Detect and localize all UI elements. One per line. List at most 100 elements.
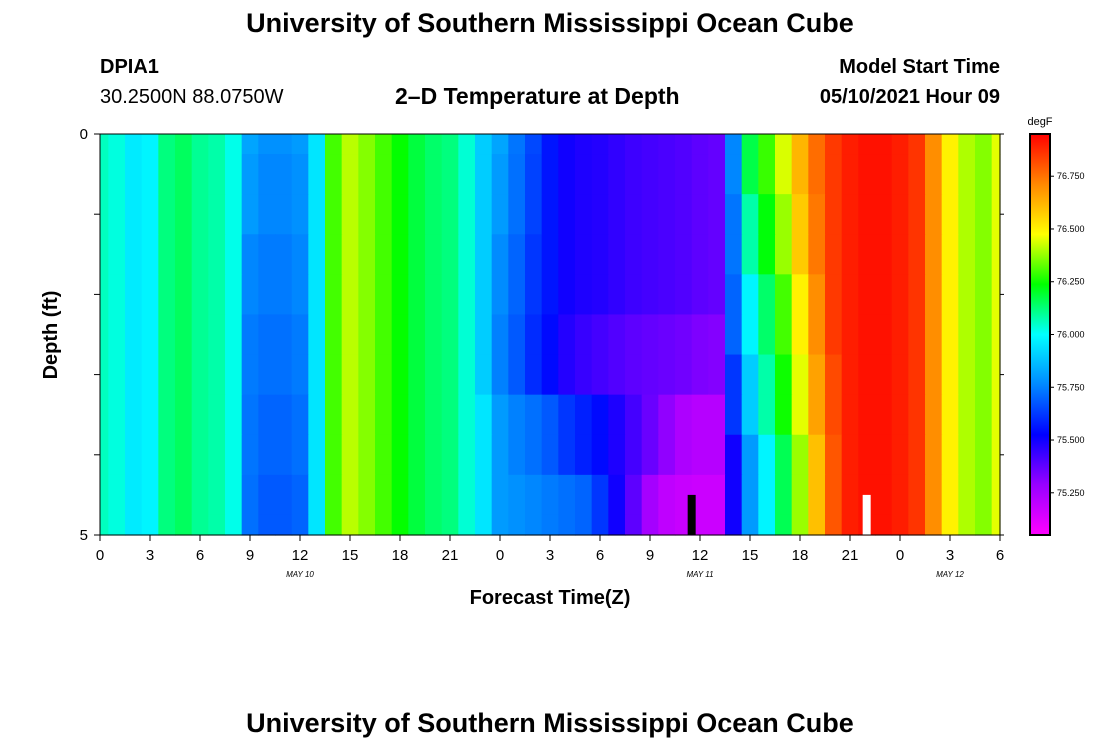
heatmap-cell [258,474,276,516]
heatmap-cell [541,134,559,155]
heatmap-cell [708,154,726,195]
heatmap-cell [625,314,643,356]
heatmap-cell [358,434,376,476]
heatmap-cell [875,434,893,476]
heatmap-cell [891,354,909,396]
heatmap-cell [558,314,576,356]
heatmap-cell [958,234,976,275]
y-axis-label: Depth (ft) [40,291,62,380]
heatmap-cell [891,134,909,155]
heatmap-cell [725,154,743,195]
heatmap-cell [658,354,676,396]
colorbar-gradient [1029,133,1051,536]
heatmap-cell [391,194,409,235]
heatmap-cell [425,514,443,536]
heatmap-cell [958,394,976,436]
station-coordinates: 30.2500N 88.0750W [100,86,284,108]
colorbar-tick-label: 75.500 [1057,435,1085,445]
heatmap-cell [375,514,393,536]
heatmap-cell [125,314,143,356]
heatmap-cell [308,234,326,275]
heatmap-cell [475,434,493,476]
heatmap-cell [341,354,359,396]
heatmap-cell [258,134,276,155]
heatmap-cell [675,394,693,436]
heatmap-cell [525,314,543,356]
heatmap-cell [275,274,293,316]
heatmap-cell [908,434,926,476]
heatmap-cell [725,514,743,536]
heatmap-cell [558,474,576,516]
heatmap-cell [575,154,593,195]
heatmap-cell [241,194,259,235]
heatmap-cell [358,194,376,235]
heatmap-cell [941,474,959,516]
heatmap-cell [308,194,326,235]
heatmap-cell [825,394,843,436]
heatmap-cell [358,394,376,436]
heatmap-cell [608,194,626,235]
x-tick-label: 21 [842,547,859,564]
heatmap-cell [758,474,776,516]
heatmap-cell [241,394,259,436]
heatmap-cell [675,194,693,235]
heatmap-cell [791,354,809,396]
heatmap-cell [925,514,943,536]
heatmap-cell [691,354,709,396]
heatmap-cell [325,314,343,356]
heatmap-cell [575,434,593,476]
heatmap-cell [408,234,426,275]
heatmap-cell [441,394,459,436]
heatmap-cell [308,134,326,155]
heatmap-cell [275,154,293,195]
heatmap-cell [825,474,843,516]
heatmap-cell [325,234,343,275]
heatmap-cell [675,434,693,476]
heatmap-cell [641,154,659,195]
heatmap-cell [458,514,476,536]
heatmap-cell [191,474,209,516]
heatmap-cell [191,154,209,195]
heatmap-cell [308,314,326,356]
model-start-value: 05/10/2021 Hour 09 [819,86,1000,108]
heatmap-cell [225,354,243,396]
heatmap-cell [791,234,809,275]
heatmap-cell [225,474,243,516]
heatmap-cell [808,394,826,436]
heatmap-cell [991,434,1001,476]
heatmap-cell [691,314,709,356]
heatmap-cell [808,154,826,195]
heatmap-cell [441,434,459,476]
heatmap-cell [100,314,109,356]
heatmap-cell [475,154,493,195]
heatmap-cell [858,274,876,316]
heatmap-cell [891,154,909,195]
heatmap-cell [125,234,143,275]
heatmap-cell [741,234,759,275]
heatmap-cell [541,394,559,436]
heatmap-cell [758,274,776,316]
heatmap-cell [775,514,793,536]
heatmap-cell [941,394,959,436]
heatmap-cell [575,354,593,396]
heatmap-cell [991,274,1001,316]
heatmap-cell [991,194,1001,235]
heatmap-cell [325,394,343,436]
heatmap-cell [725,274,743,316]
heatmap-cell [125,194,143,235]
heatmap-cell [575,314,593,356]
heatmap-cell [258,314,276,356]
heatmap-cell [725,194,743,235]
heatmap-cell [108,134,126,155]
heatmap-cell [741,154,759,195]
heatmap-cell [825,514,843,536]
heatmap-cell [775,394,793,436]
heatmap-cell [358,474,376,516]
heatmap-cell [225,154,243,195]
time-marker [862,494,871,535]
x-tick-label: 0 [496,547,504,564]
heatmap-cell [675,154,693,195]
heatmap-cell [758,354,776,396]
heatmap-cell [191,354,209,396]
